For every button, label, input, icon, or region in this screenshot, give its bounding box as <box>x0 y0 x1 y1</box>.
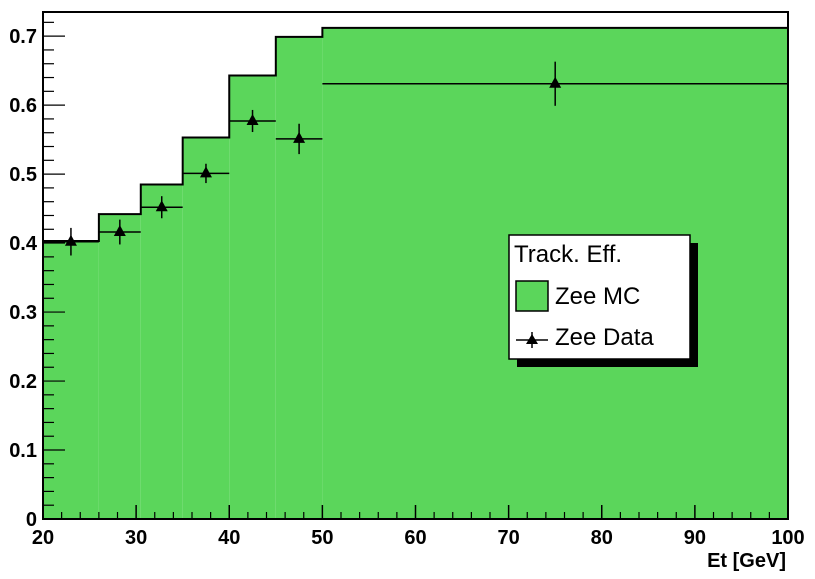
data-point <box>199 166 212 178</box>
data-point <box>246 113 259 125</box>
y-tick-label: 0.1 <box>9 440 37 462</box>
x-tick-label: 70 <box>498 527 520 549</box>
legend: Track. Eff. Zee MC Zee Data <box>508 234 698 367</box>
legend-data-marker <box>526 334 538 344</box>
tick-labels: 20 30 40 50 60 70 80 90 100 0 0.1 0.2 0.3 0.4 0.5 0.6 0.… <box>9 26 805 549</box>
x-tick-label: 50 <box>311 527 333 549</box>
x-axis-title: Et [GeV] <box>707 550 786 572</box>
mc-histogram-fill <box>43 27 788 520</box>
data-series <box>43 61 788 256</box>
legend-title: Track. Eff. <box>514 241 622 268</box>
y-tick-label: 0.7 <box>9 26 37 48</box>
x-tick-label: 100 <box>771 527 804 549</box>
legend-mc-label: Zee MC <box>555 283 640 310</box>
data-point <box>549 76 562 88</box>
legend-mc-swatch <box>515 280 549 312</box>
y-tick-label: 0.6 <box>9 95 37 117</box>
axis-ticks <box>42 21 789 520</box>
x-tick-label: 90 <box>684 527 706 549</box>
mc-bin <box>98 214 141 519</box>
x-tick-label: 60 <box>404 527 426 549</box>
data-point <box>113 225 126 237</box>
data-point <box>64 234 77 246</box>
y-tick-label: 0.3 <box>9 302 37 324</box>
x-tick-label: 30 <box>125 527 147 549</box>
x-tick-label: 40 <box>218 527 240 549</box>
y-tick-label: 0.4 <box>9 233 38 255</box>
data-point <box>293 131 306 143</box>
x-tick-label: 80 <box>591 527 613 549</box>
y-tick-label: 0 <box>26 509 37 531</box>
legend-data-label: Zee Data <box>555 324 654 351</box>
mc-bin <box>140 184 183 519</box>
data-point <box>155 200 168 212</box>
mc-bin <box>182 137 230 520</box>
mc-bin <box>43 241 99 519</box>
mc-bin <box>275 36 323 520</box>
y-tick-label: 0.2 <box>9 371 37 393</box>
mc-bin <box>229 75 276 519</box>
y-tick-label: 0.5 <box>9 164 37 186</box>
x-tick-label: 20 <box>32 527 54 549</box>
